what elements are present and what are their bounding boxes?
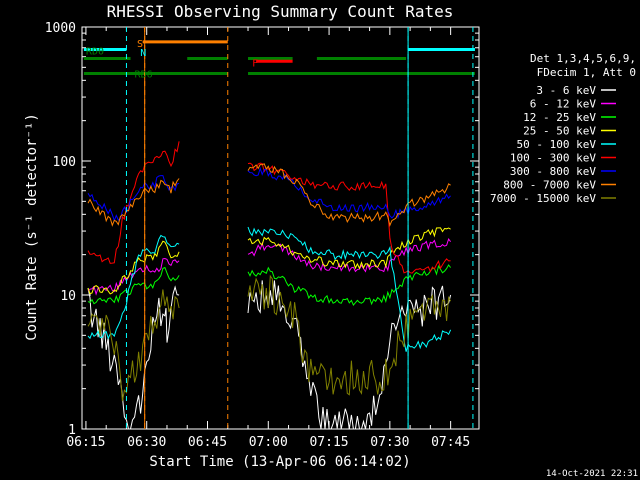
series-line-3 (87, 266, 180, 305)
series-line-7 (87, 175, 180, 222)
y-tick-label: 10 (60, 289, 76, 304)
chart-title: RHESSI Observing Summary Count Rates (107, 2, 454, 21)
legend-label: 300 - 800 keV (510, 165, 596, 178)
series-line-1 (87, 285, 180, 430)
flag-label-n: N (140, 48, 146, 59)
series-line-2 (247, 238, 451, 273)
series-line-6 (247, 162, 451, 274)
legend-label: 3 - 6 keV (536, 84, 596, 97)
x-tick-label: 07:30 (370, 435, 409, 450)
series-line-8 (87, 178, 180, 227)
legend-label: 50 - 100 keV (517, 138, 597, 151)
legend-label: 800 - 7000 keV (503, 179, 596, 192)
legend-header: Det 1,3,4,5,6,9, (530, 52, 636, 65)
series-line-4 (247, 227, 451, 270)
series-line-1 (247, 280, 452, 430)
legend-label: 7000 - 15000 keV (490, 192, 596, 205)
flag-label-rd0: RD0 (86, 46, 104, 57)
x-tick-label: 06:15 (66, 435, 105, 450)
series-line-5 (87, 234, 180, 340)
series-line-3 (247, 264, 451, 307)
y-tick-label: 100 (53, 155, 76, 170)
series-line-8 (247, 163, 451, 227)
series-line-9 (247, 274, 452, 396)
series-line-5 (247, 226, 452, 352)
legend-header: FDecim 1, Att 0 (537, 66, 636, 79)
flag-label-s: S (137, 39, 143, 50)
flag-label-f: F (252, 58, 258, 69)
legend-label: 25 - 50 keV (523, 125, 596, 138)
plot-frame (81, 26, 480, 430)
x-tick-label: 07:00 (249, 435, 288, 450)
series-line-7 (247, 166, 451, 220)
x-axis-label: Start Time (13-Apr-06 06:14:02) (149, 454, 410, 470)
x-tick-label: 06:30 (127, 435, 166, 450)
x-tick-label: 07:15 (309, 435, 348, 450)
series-line-2 (87, 257, 180, 296)
y-tick-label: 1 (68, 423, 76, 438)
series-line-4 (87, 240, 180, 295)
flag-label-rd6: RD6 (135, 69, 153, 80)
x-tick-label: 06:45 (188, 435, 227, 450)
y-axis-label: Count Rate (s⁻¹ detector⁻¹) (24, 113, 40, 341)
x-tick-label: 07:45 (431, 435, 470, 450)
series-line-6 (87, 141, 180, 264)
legend-label: 6 - 12 keV (530, 98, 597, 111)
series-line-9 (87, 289, 180, 402)
legend-label: 12 - 25 keV (523, 111, 596, 124)
y-tick-label: 1000 (45, 21, 76, 36)
timestamp-label: 14-Oct-2021 22:31 (546, 469, 638, 479)
legend-label: 100 - 300 keV (510, 152, 596, 165)
